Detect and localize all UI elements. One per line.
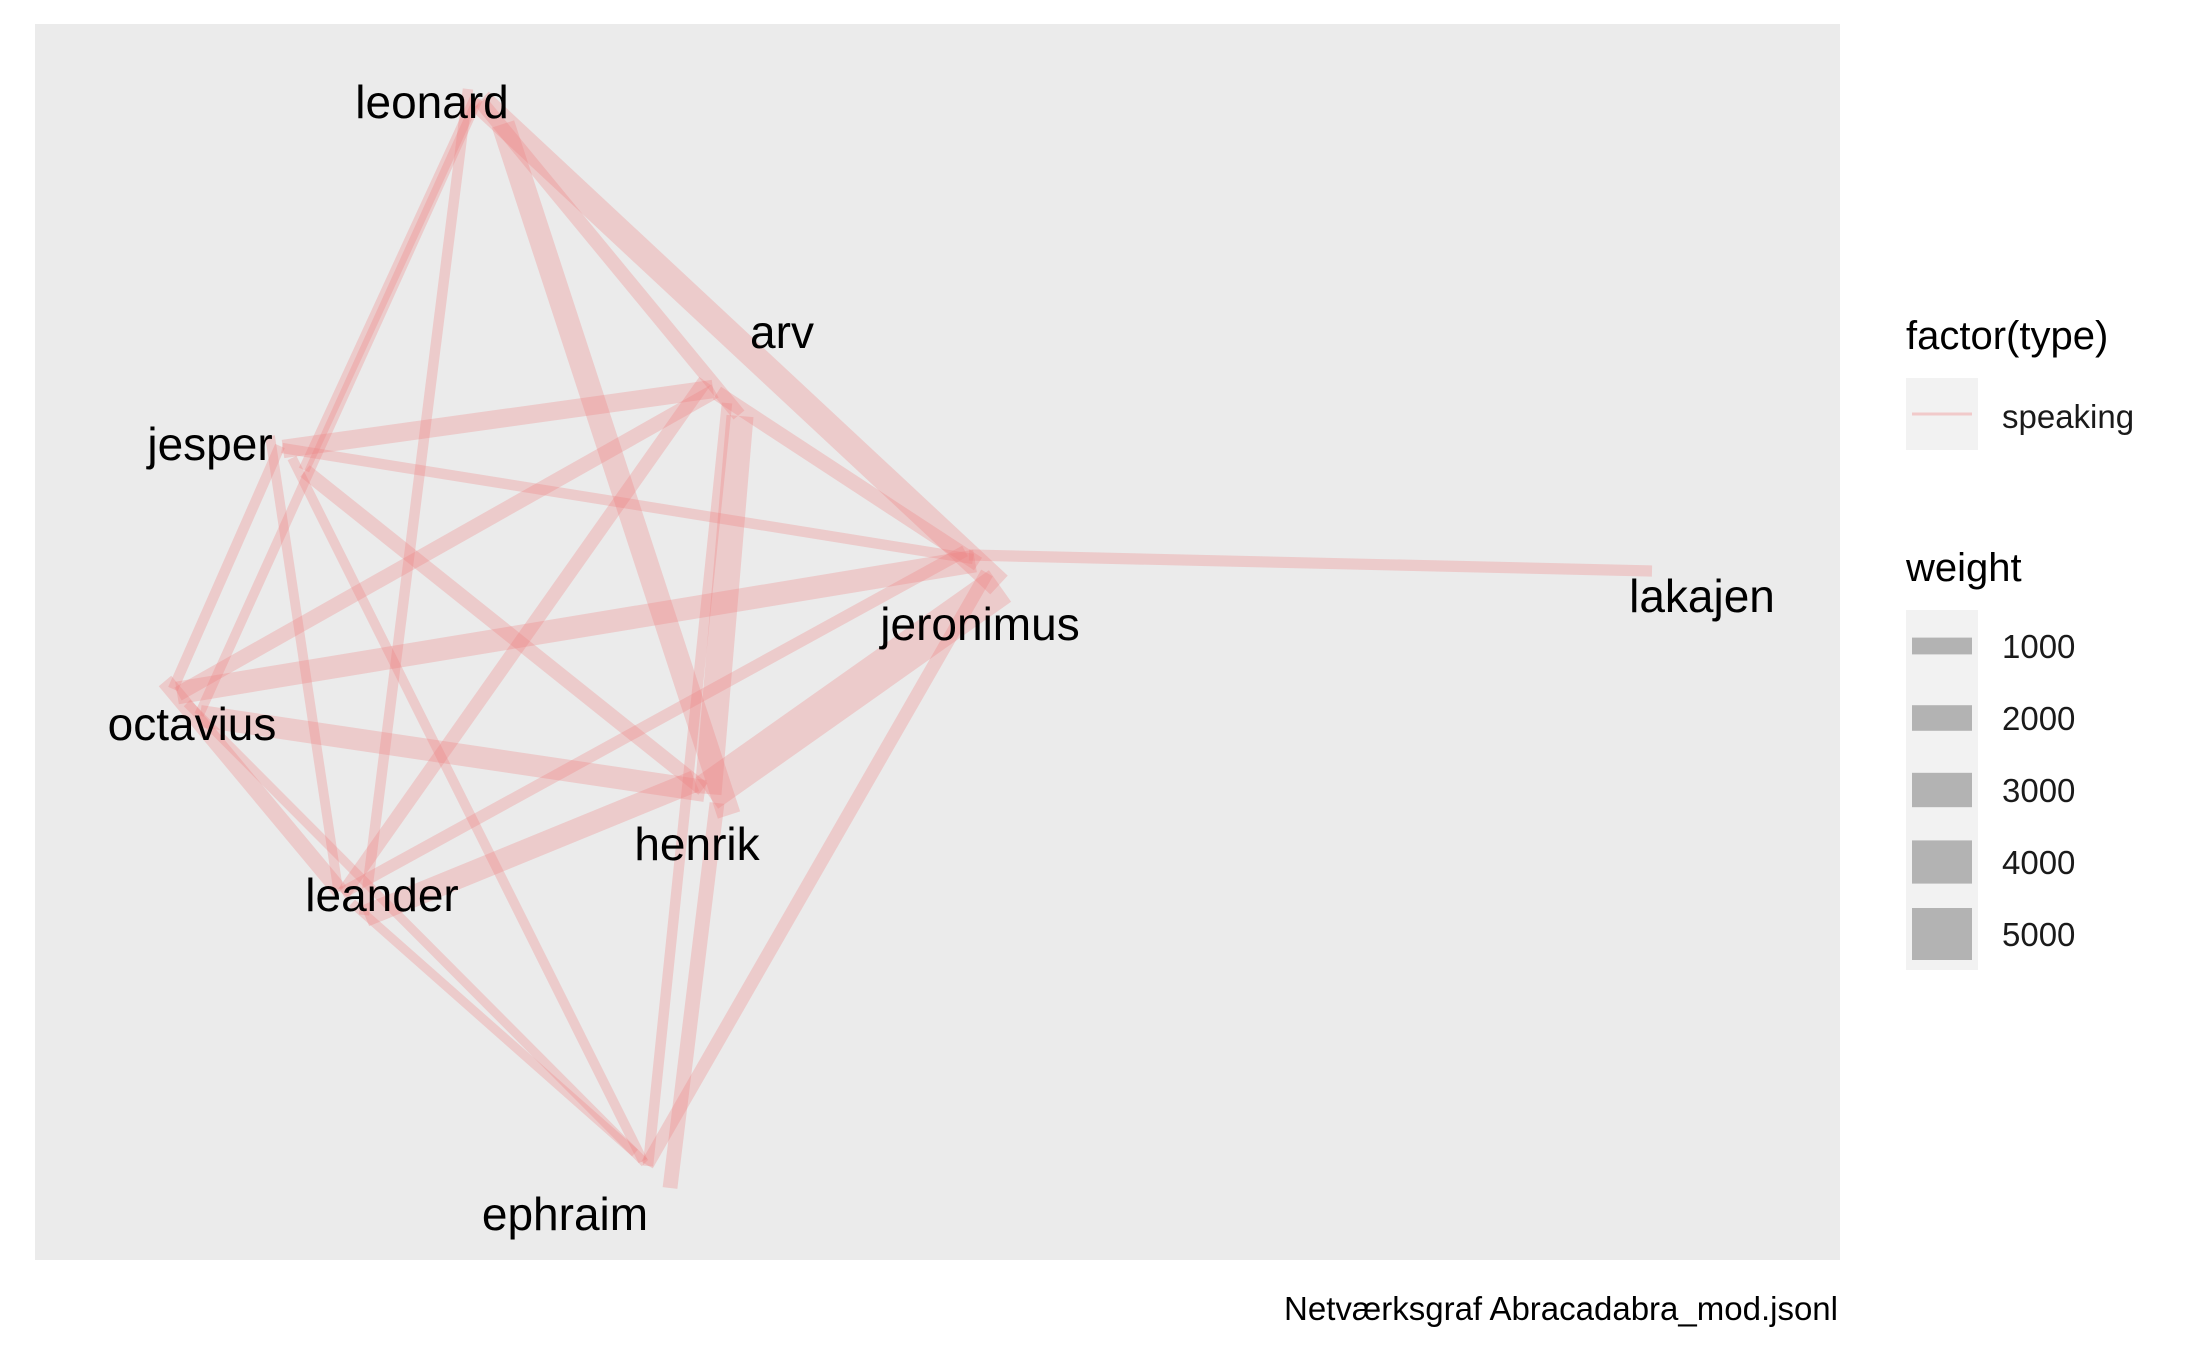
node-label-arv: arv — [750, 306, 814, 358]
edge-leonard-jeronimus — [471, 91, 1008, 595]
legend-type-key — [1906, 378, 1978, 450]
node-labels-layer: leonard arv jesper jeronimus lakajen octavius… — [108, 76, 1775, 1240]
legend-type-label: speaking — [2002, 398, 2134, 435]
legend-weight-label-1000: 1000 — [2002, 628, 2075, 665]
caption: Netværksgraf Abracadabra_mod.jsonl — [1284, 1290, 1838, 1327]
edge-jeronimus-leander — [339, 545, 968, 899]
legend-weight-swatch-1000 — [1912, 637, 1972, 655]
edge-henrik-ephraim — [662, 802, 725, 1189]
node-label-lakajen: lakajen — [1629, 570, 1775, 622]
edge-leonard-henrik — [491, 120, 741, 819]
legend-weight-swatch-4000 — [1912, 840, 1972, 884]
edge-leonard-octavius — [194, 96, 483, 718]
edge-octavius-henrik — [198, 705, 707, 802]
edge-jesper-henrik — [300, 465, 708, 795]
node-label-jesper: jesper — [145, 418, 272, 470]
legend-weight-items: 1000 2000 3000 4000 5000 — [1912, 628, 2075, 960]
node-label-ephraim: ephraim — [482, 1188, 648, 1240]
legend-weight-swatch-2000 — [1912, 705, 1972, 731]
edge-octavius-leander — [158, 675, 347, 897]
edge-arv-jesper — [281, 379, 715, 459]
legend-weight-label-4000: 4000 — [2002, 844, 2075, 881]
edge-jeronimus-octavius — [175, 549, 977, 705]
edge-arv-octavius — [174, 384, 719, 701]
edge-arv-jeronimus — [712, 386, 983, 571]
edge-henrik-leander — [360, 770, 700, 927]
edge-jeronimus-lakajen — [968, 549, 1653, 577]
edge-leonard-arv — [475, 97, 745, 420]
node-label-jeronimus: jeronimus — [878, 598, 1079, 650]
edge-jeronimus-ephraim — [641, 569, 993, 1169]
legend-weight-label-2000: 2000 — [2002, 700, 2075, 737]
legend-weight-label-3000: 3000 — [2002, 772, 2075, 809]
edge-arv-henrik — [694, 414, 754, 796]
node-label-octavius: octavius — [108, 698, 277, 750]
edge-leander-ephraim — [349, 899, 638, 1157]
legend-weight-swatch-5000 — [1912, 908, 1972, 960]
legend-weight: weight 1000 2000 3000 4000 5000 — [1905, 546, 2075, 970]
node-label-henrik: henrik — [634, 818, 760, 870]
edge-octavius-ephraim — [183, 699, 649, 1167]
edge-jeronimus-henrik — [695, 570, 1012, 809]
edge-arv-leander — [337, 376, 711, 899]
node-label-leander: leander — [305, 869, 458, 921]
legend-type-title: factor(type) — [1906, 314, 2108, 358]
plot-panel — [35, 24, 1840, 1260]
legend-type: factor(type) speaking — [1906, 314, 2134, 450]
legend-weight-label-5000: 5000 — [2002, 916, 2075, 953]
edges-layer — [158, 88, 1653, 1189]
edge-jesper-jeronimus — [281, 442, 974, 565]
edge-leonard-jesper — [298, 94, 482, 473]
edge-jesper-octavius — [168, 443, 285, 692]
edge-leonard-leander — [358, 88, 474, 916]
edge-jesper-leander — [265, 435, 343, 890]
edge-jesper-ephraim — [287, 455, 648, 1164]
legend-weight-swatch-3000 — [1912, 772, 1972, 808]
edge-arv-ephraim — [642, 402, 733, 1167]
node-label-leonard: leonard — [355, 76, 508, 128]
legend-weight-title: weight — [1905, 546, 2022, 590]
